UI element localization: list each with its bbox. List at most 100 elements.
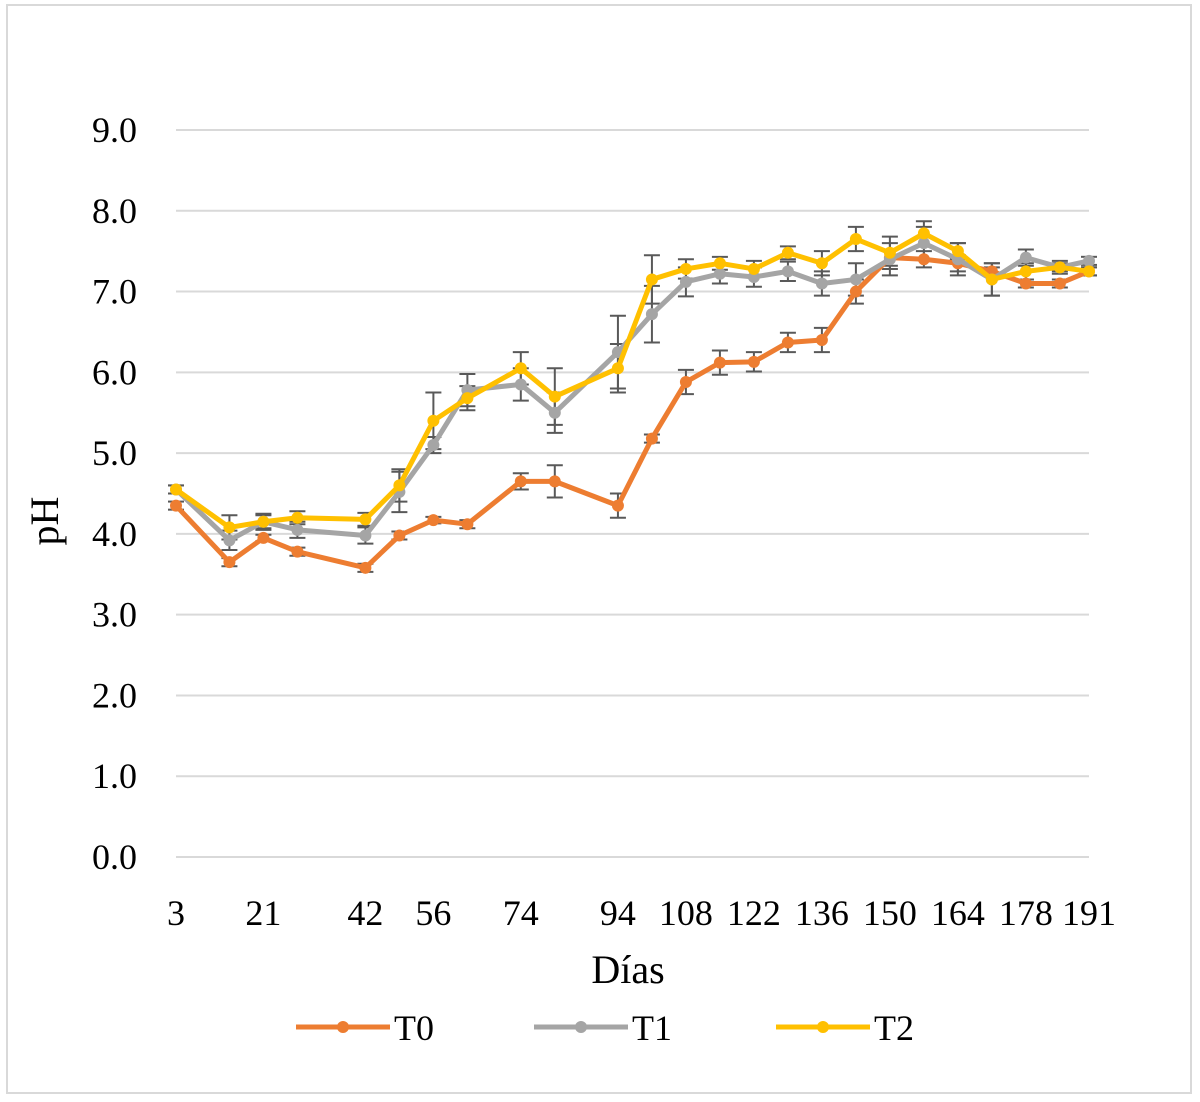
data-point-t2 bbox=[291, 511, 304, 524]
y-tick-label: 4.0 bbox=[92, 514, 137, 554]
data-point-t0 bbox=[548, 475, 561, 488]
data-point-t1 bbox=[291, 523, 304, 536]
x-tick-label: 74 bbox=[503, 893, 539, 933]
data-point-t2 bbox=[611, 362, 624, 375]
data-point-t1 bbox=[1019, 251, 1032, 264]
legend-item-t1: T1 bbox=[534, 1008, 672, 1048]
chart-frame bbox=[6, 4, 1192, 1094]
data-point-t0 bbox=[815, 334, 828, 347]
x-tick-label: 21 bbox=[245, 893, 281, 933]
x-tick-label: 56 bbox=[415, 893, 451, 933]
data-point-t1 bbox=[917, 237, 930, 250]
x-tick-label: 94 bbox=[600, 893, 636, 933]
data-point-t0 bbox=[849, 285, 862, 298]
data-point-t0 bbox=[747, 355, 760, 368]
data-point-t2 bbox=[645, 273, 658, 286]
data-point-t2 bbox=[1083, 265, 1095, 278]
x-tick-label: 136 bbox=[795, 893, 849, 933]
data-point-t2 bbox=[713, 257, 726, 270]
series-t1 bbox=[170, 237, 1095, 547]
data-point-t1 bbox=[781, 265, 794, 278]
data-point-t0 bbox=[170, 499, 182, 512]
data-point-t0 bbox=[645, 432, 658, 445]
data-point-t1 bbox=[1083, 254, 1095, 267]
y-tick-label: 9.0 bbox=[92, 110, 137, 150]
data-point-t2 bbox=[359, 513, 372, 526]
data-point-t2 bbox=[917, 227, 930, 240]
data-point-t0 bbox=[1019, 277, 1032, 290]
y-tick-label: 5.0 bbox=[92, 433, 137, 473]
x-tick-label: 191 bbox=[1062, 893, 1116, 933]
y-tick-labels: 0.0 1.0 2.0 3.0 4.0 5.0 6.0 7.0 8.0 9.0 bbox=[92, 110, 137, 877]
data-point-t2 bbox=[223, 521, 236, 534]
series-line-t0 bbox=[173, 255, 1092, 571]
x-tick-label: 164 bbox=[931, 893, 985, 933]
data-point-t0 bbox=[461, 518, 474, 531]
data-point-t1 bbox=[815, 277, 828, 290]
x-tick-label: 150 bbox=[863, 893, 917, 933]
data-point-t1 bbox=[679, 275, 692, 288]
legend-marker bbox=[817, 1021, 829, 1033]
data-point-t0 bbox=[917, 253, 930, 266]
x-tick-label: 3 bbox=[167, 893, 185, 933]
legend-marker bbox=[337, 1021, 349, 1033]
data-point-t2 bbox=[985, 273, 998, 286]
data-point-t1 bbox=[359, 529, 372, 542]
legend-marker bbox=[575, 1021, 587, 1033]
data-point-t0 bbox=[223, 556, 236, 569]
data-point-t2 bbox=[849, 233, 862, 246]
data-point-t0 bbox=[611, 499, 624, 512]
series-t0 bbox=[170, 251, 1095, 574]
data-point-t2 bbox=[393, 479, 406, 492]
gridlines bbox=[176, 129, 1089, 858]
data-point-t1 bbox=[427, 439, 440, 452]
x-axis-title: Días bbox=[591, 947, 664, 992]
y-tick-label: 0.0 bbox=[92, 837, 137, 877]
data-point-t0 bbox=[679, 376, 692, 389]
data-point-t0 bbox=[393, 529, 406, 542]
y-tick-label: 7.0 bbox=[92, 272, 137, 312]
data-point-t1 bbox=[548, 406, 561, 419]
data-point-t2 bbox=[951, 245, 964, 258]
x-tick-label: 108 bbox=[659, 893, 713, 933]
x-tick-labels: 3 21 42 56 74 94 108 122 136 150 164 178 191 bbox=[167, 893, 1116, 933]
y-axis-title: pH bbox=[22, 497, 67, 546]
data-point-t2 bbox=[461, 392, 474, 405]
data-point-t1 bbox=[713, 267, 726, 280]
data-point-t2 bbox=[170, 483, 182, 496]
data-point-t1 bbox=[514, 378, 527, 391]
data-point-t1 bbox=[849, 273, 862, 286]
data-point-t2 bbox=[257, 515, 270, 528]
y-tick-label: 8.0 bbox=[92, 191, 137, 231]
data-point-t0 bbox=[427, 514, 440, 527]
data-point-t0 bbox=[781, 336, 794, 349]
data-point-t2 bbox=[781, 246, 794, 259]
data-point-t0 bbox=[359, 561, 372, 574]
series-line-t2 bbox=[173, 230, 1092, 530]
x-tick-label: 42 bbox=[347, 893, 383, 933]
legend: T0 T1 T2 bbox=[296, 1008, 914, 1048]
legend-label: T0 bbox=[394, 1008, 434, 1048]
data-point-t2 bbox=[548, 390, 561, 403]
series-lines bbox=[170, 227, 1095, 574]
data-point-t2 bbox=[1053, 261, 1066, 274]
data-point-t0 bbox=[291, 545, 304, 558]
data-point-t2 bbox=[747, 262, 760, 275]
data-point-t2 bbox=[514, 362, 527, 375]
legend-item-t0: T0 bbox=[296, 1008, 434, 1048]
series-t2 bbox=[170, 227, 1095, 534]
data-point-t2 bbox=[883, 246, 896, 259]
legend-label: T1 bbox=[632, 1008, 672, 1048]
y-tick-label: 3.0 bbox=[92, 595, 137, 635]
data-point-t2 bbox=[1019, 265, 1032, 278]
data-point-t0 bbox=[257, 531, 270, 544]
y-tick-label: 6.0 bbox=[92, 352, 137, 392]
data-point-t0 bbox=[514, 475, 527, 488]
y-tick-label: 1.0 bbox=[92, 756, 137, 796]
data-point-t2 bbox=[427, 414, 440, 427]
y-tick-label: 2.0 bbox=[92, 675, 137, 715]
data-point-t1 bbox=[645, 308, 658, 321]
data-point-t0 bbox=[1053, 277, 1066, 290]
data-point-t1 bbox=[223, 534, 236, 547]
